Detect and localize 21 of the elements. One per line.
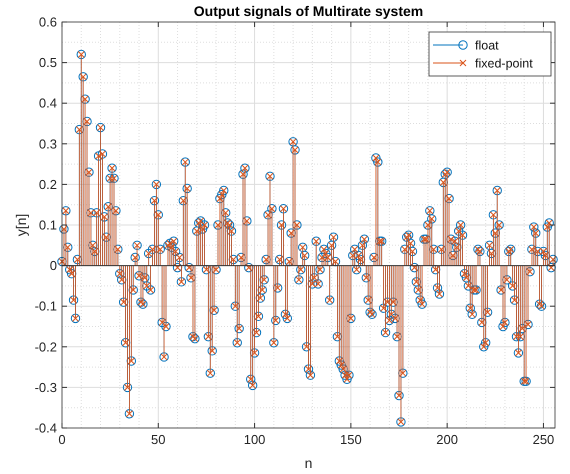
x-axis-title: n: [304, 455, 312, 471]
legend-label: float: [475, 38, 500, 52]
y-tick-label: 0.1: [38, 218, 57, 232]
y-axis-title: y[n]: [13, 214, 29, 236]
y-tick-label: 0.3: [38, 136, 57, 152]
x-tick-label: 250: [532, 432, 554, 447]
y-tick-label: 0: [50, 258, 57, 274]
y-tick-label: -0.3: [34, 380, 57, 395]
x-tick-label: 100: [244, 432, 266, 447]
y-tick-label: 0.5: [38, 55, 57, 70]
x-tick-label: 150: [340, 432, 362, 447]
y-tick-label: 0.6: [38, 14, 57, 30]
chart-title: Output signals of Multirate system: [194, 3, 424, 19]
x-tick-label: 50: [151, 432, 166, 447]
y-tick-label: 0.4: [38, 96, 57, 111]
y-tick-label: -0.1: [34, 298, 57, 314]
y-tick-label: -0.2: [34, 339, 57, 354]
x-tick-label: 200: [436, 432, 458, 447]
legend-label: fixed-point: [475, 56, 534, 70]
y-tick-label: 0.2: [38, 176, 57, 192]
y-tick-label: -0.4: [34, 420, 57, 436]
